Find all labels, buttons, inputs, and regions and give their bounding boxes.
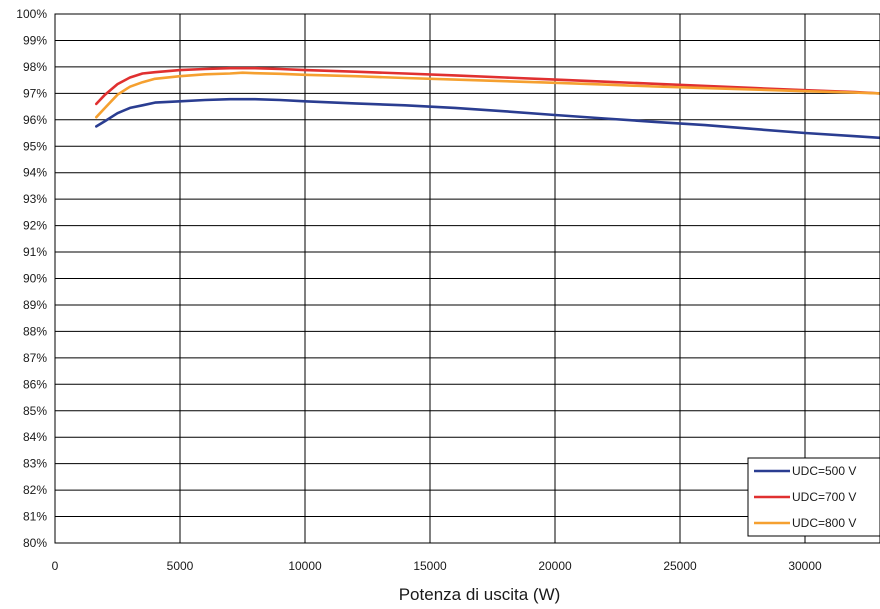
y-tick-label: 92% <box>23 219 47 233</box>
y-tick-label: 89% <box>23 298 47 312</box>
legend: UDC=500 V UDC=700 V UDC=800 V <box>747 457 880 537</box>
y-tick-label: 82% <box>23 483 47 497</box>
legend-label: UDC=700 V <box>792 490 856 504</box>
legend-label: UDC=500 V <box>792 464 856 478</box>
x-tick-label: 30000 <box>788 559 822 573</box>
y-tick-label: 94% <box>23 166 47 180</box>
y-tick-label: 85% <box>23 404 47 418</box>
y-tick-label: 93% <box>23 192 47 206</box>
x-tick-label: 5000 <box>167 559 194 573</box>
y-tick-label: 88% <box>23 324 47 338</box>
x-tick-label: 25000 <box>663 559 697 573</box>
y-tick-label: 99% <box>23 33 47 47</box>
y-tick-label: 80% <box>23 536 47 550</box>
y-tick-label: 91% <box>23 245 47 259</box>
x-tick-label: 20000 <box>538 559 572 573</box>
series-line-2 <box>95 66 880 106</box>
legend-label: UDC=800 V <box>792 516 856 530</box>
y-tick-label: 95% <box>23 139 47 153</box>
series-lines <box>95 66 880 140</box>
y-tick-label: 100% <box>16 7 47 21</box>
series-line-3 <box>95 71 880 119</box>
y-tick-label: 83% <box>23 457 47 471</box>
y-tick-label: 86% <box>23 377 47 391</box>
plot-area-frame <box>54 13 880 544</box>
y-tick-label: 97% <box>23 86 47 100</box>
series-line-1 <box>95 97 880 140</box>
x-tick-label: 10000 <box>288 559 322 573</box>
y-tick-label: 96% <box>23 113 47 127</box>
y-tick-label: 90% <box>23 272 47 286</box>
x-axis-title: Potenza di uscita (W) <box>399 585 561 604</box>
y-tick-label: 84% <box>23 430 47 444</box>
x-tick-label: 0 <box>52 559 59 573</box>
y-tick-label: 98% <box>23 60 47 74</box>
x-tick-label: 15000 <box>413 559 447 573</box>
grid-lines <box>55 13 880 544</box>
y-tick-label: 81% <box>23 510 47 524</box>
y-tick-label: 87% <box>23 351 47 365</box>
x-axis-tick-labels: 0 5000 10000 15000 20000 25000 30000 <box>52 559 822 573</box>
y-axis-tick-labels: 80% 81% 82% 83% 84% 85% 86% 87% 88% 89% 90% 91% 92% 9… <box>16 7 47 550</box>
